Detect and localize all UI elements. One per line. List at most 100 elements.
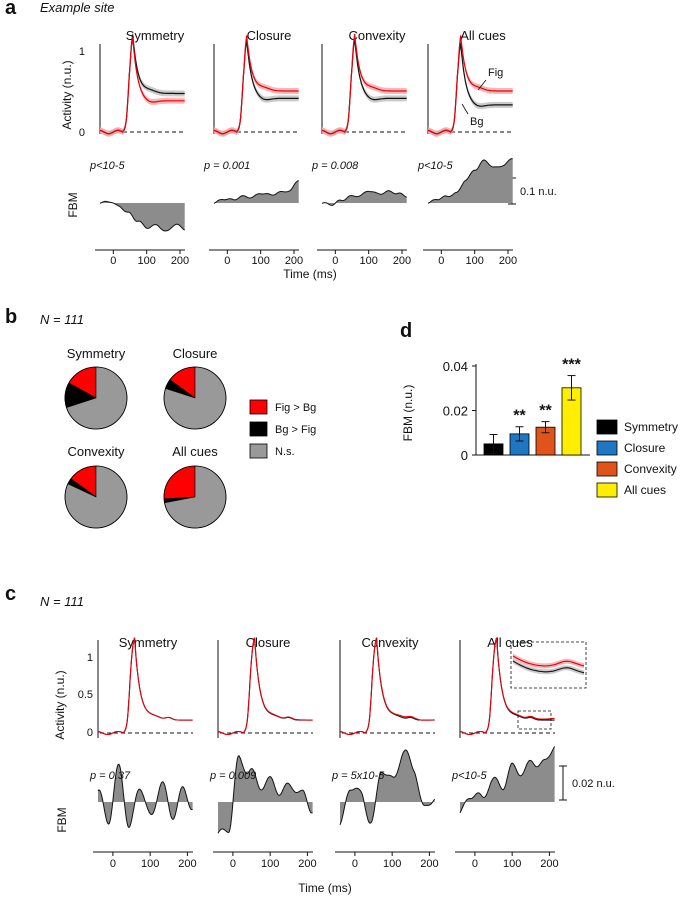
panel-c-pval-all-cues: p<10-5 bbox=[451, 770, 487, 782]
panel-a-fig-pointer bbox=[477, 79, 487, 91]
panel-c-title-convexity: Convexity bbox=[361, 635, 419, 650]
panel-c-xtick-label-closure-0: 0 bbox=[230, 858, 236, 870]
pie-outline-convexity bbox=[64, 465, 128, 529]
panel-c-fbm-area-convexity bbox=[340, 750, 435, 825]
panel-c-fig-line-symmetry bbox=[97, 637, 193, 736]
panel-c-xtick-label-all-cues-2: 200 bbox=[540, 858, 558, 870]
panel-c-xtick-label-symmetry-0: 0 bbox=[110, 858, 116, 870]
panel-c-pval-symmetry: p = 0.37 bbox=[89, 770, 131, 782]
panel-a-bg-line-closure bbox=[213, 39, 299, 135]
panel-b: b N = 111 Symmetry Closure Convexity All cu… bbox=[5, 306, 316, 529]
panel-a-xtick-label-all-cues-1: 100 bbox=[465, 255, 483, 267]
panel-c-y-axis-label: Activity (n.u.) bbox=[53, 670, 67, 739]
panel-a-xtick-label-closure-0: 0 bbox=[224, 255, 230, 267]
panel-c-pval-closure: p = 0.009 bbox=[209, 770, 256, 782]
panel-a-subplots: Symmetry p<10-5 0 100 200 Closure p = 0.001 0 10… bbox=[89, 28, 517, 267]
panel-b-letter: b bbox=[5, 306, 17, 328]
panel-d-letter: d bbox=[400, 320, 412, 342]
panel-a-ytick-1: 1 bbox=[79, 46, 85, 58]
panel-a-ytick-0: 0 bbox=[79, 127, 85, 139]
panel-a-title-all-cues: All cues bbox=[460, 28, 506, 43]
panel-a-subtitle: Example site bbox=[40, 0, 114, 15]
panel-a-fig-band-closure bbox=[214, 32, 299, 137]
panel-c-xtick-label-convexity-1: 100 bbox=[383, 858, 401, 870]
panel-c-ytick-05: 0.5 bbox=[78, 689, 93, 701]
bar-ytick-label-2: 0.04 bbox=[443, 359, 468, 374]
panel-c-fbm-label: FBM bbox=[55, 807, 69, 832]
panel-a-fig-line-convexity bbox=[321, 33, 407, 135]
bar-legend-label-all-cues: All cues bbox=[624, 483, 666, 497]
bar-significance-all-cues: *** bbox=[562, 357, 581, 374]
panel-c-subplot-convexity: Convexity p = 5x10-5 0 100 200 bbox=[331, 635, 439, 870]
panel-d: d FBM (n.u.) 00.020.04** ***** Symmetry C… bbox=[400, 320, 678, 498]
panel-a-xtick-label-convexity-2: 200 bbox=[393, 255, 411, 267]
panel-a-scale-bar-label: 0.1 n.u. bbox=[520, 186, 557, 198]
pie-label-convexity: Convexity bbox=[67, 444, 125, 459]
panel-a-fig-band-convexity bbox=[322, 31, 407, 137]
panel-d-y-label: FBM (n.u.) bbox=[401, 385, 415, 442]
panel-c-ytick-0: 0 bbox=[87, 727, 93, 739]
panel-c-xtick-label-symmetry-1: 100 bbox=[141, 858, 159, 870]
panel-a-title-closure: Closure bbox=[247, 28, 292, 43]
panel-c-inset-bg-band bbox=[513, 658, 584, 676]
panel-c-fbm-line-symmetry bbox=[97, 763, 193, 828]
panel-c-xtick-label-closure-2: 200 bbox=[298, 858, 316, 870]
panel-c-title-closure: Closure bbox=[246, 635, 291, 650]
panel-a-y-axis-label: Activity (n.u.) bbox=[60, 60, 74, 129]
panel-c-title-symmetry: Symmetry bbox=[119, 635, 178, 650]
panel-a-x-label: Time (ms) bbox=[283, 267, 337, 281]
panel-c-subplot-all-cues: All cues p<10-5 0 100 200 bbox=[451, 635, 587, 870]
legend-label-fig-gt-bg: Fig > Bg bbox=[275, 402, 316, 414]
panel-a-bg-line-convexity bbox=[321, 38, 407, 135]
panel-a-pval-all-cues: p<10-5 bbox=[417, 160, 453, 172]
legend-swatch-ns bbox=[249, 443, 268, 459]
panel-a-bg-band-convexity bbox=[322, 35, 407, 137]
panel-a-letter: a bbox=[5, 0, 17, 19]
panel-c-subtitle: N = 111 bbox=[40, 594, 84, 609]
panel-c-inset-bg-line bbox=[512, 660, 585, 674]
panel-c-ytick-1: 1 bbox=[87, 652, 93, 664]
panel-c-fig-line-closure bbox=[217, 637, 313, 736]
panel-c-subplot-closure: Closure p = 0.009 0 100 200 bbox=[209, 635, 317, 870]
panel-a-fig-line-symmetry bbox=[99, 37, 185, 135]
panel-a-subplot-symmetry: Symmetry p<10-5 0 100 200 bbox=[89, 28, 189, 267]
panel-c-zoom-inset-box bbox=[510, 641, 587, 689]
pie-label-symmetry: Symmetry bbox=[67, 346, 126, 361]
panel-c-pval-convexity: p = 5x10-5 bbox=[331, 770, 385, 782]
panel-a-fbm-line-all-cues bbox=[427, 158, 513, 204]
panel-a-xtick-label-symmetry-2: 200 bbox=[171, 255, 189, 267]
panel-a-pval-symmetry: p<10-5 bbox=[89, 160, 125, 172]
panel-a-fbm-line-closure bbox=[213, 180, 299, 204]
panel-c-letter: c bbox=[5, 583, 16, 605]
pie-outline-all-cues bbox=[163, 465, 227, 529]
bar-legend-swatch-closure bbox=[596, 440, 618, 456]
panel-a-fbm-label: FBM bbox=[66, 192, 80, 217]
pie-slice-all-cues-fig-bg bbox=[163, 465, 196, 500]
panel-d-chart: 00.020.04** ***** bbox=[443, 357, 590, 463]
panel-a-fig-label: Fig bbox=[488, 67, 503, 79]
panel-c-xtick-label-closure-1: 100 bbox=[261, 858, 279, 870]
panel-c-xtick-label-convexity-2: 200 bbox=[420, 858, 438, 870]
panel-a-fig-line-closure bbox=[213, 35, 299, 135]
panel-c-xtick-label-all-cues-1: 100 bbox=[503, 858, 521, 870]
panel-a-subplot-all-cues: All cues p<10-5 0 100 200 Fig Bg bbox=[417, 28, 517, 267]
panel-a-xtick-label-all-cues-0: 0 bbox=[438, 255, 444, 267]
panel-c-fbm-line-convexity bbox=[339, 749, 436, 825]
panel-a-xtick-label-closure-2: 200 bbox=[285, 255, 303, 267]
panel-c-fbm-line-closure bbox=[217, 754, 313, 834]
pie-label-closure: Closure bbox=[173, 346, 218, 361]
panel-c-fbm-area-closure bbox=[218, 755, 313, 834]
bar-legend-swatch-convexity bbox=[596, 461, 618, 477]
panel-a-subplot-convexity: Convexity p = 0.008 0 100 200 bbox=[311, 28, 411, 267]
panel-c-bg-line-all-cues bbox=[459, 637, 555, 736]
panel-a-bg-label: Bg bbox=[470, 116, 483, 128]
bar-legend-label-convexity: Convexity bbox=[624, 462, 677, 476]
panel-c-fbm-line-all-cues bbox=[459, 746, 556, 814]
panel-c-xtick-label-all-cues-0: 0 bbox=[472, 858, 478, 870]
panel-b-pies: Symmetry Closure Convexity All cues bbox=[64, 346, 227, 529]
panel-c-zoom-source-box bbox=[517, 710, 552, 730]
panel-d-legend: Symmetry Closure Convexity All cues bbox=[596, 419, 678, 498]
legend-label-bg-gt-fig: Bg > Fig bbox=[275, 424, 316, 436]
panel-c-inset-fig-band bbox=[513, 653, 584, 669]
